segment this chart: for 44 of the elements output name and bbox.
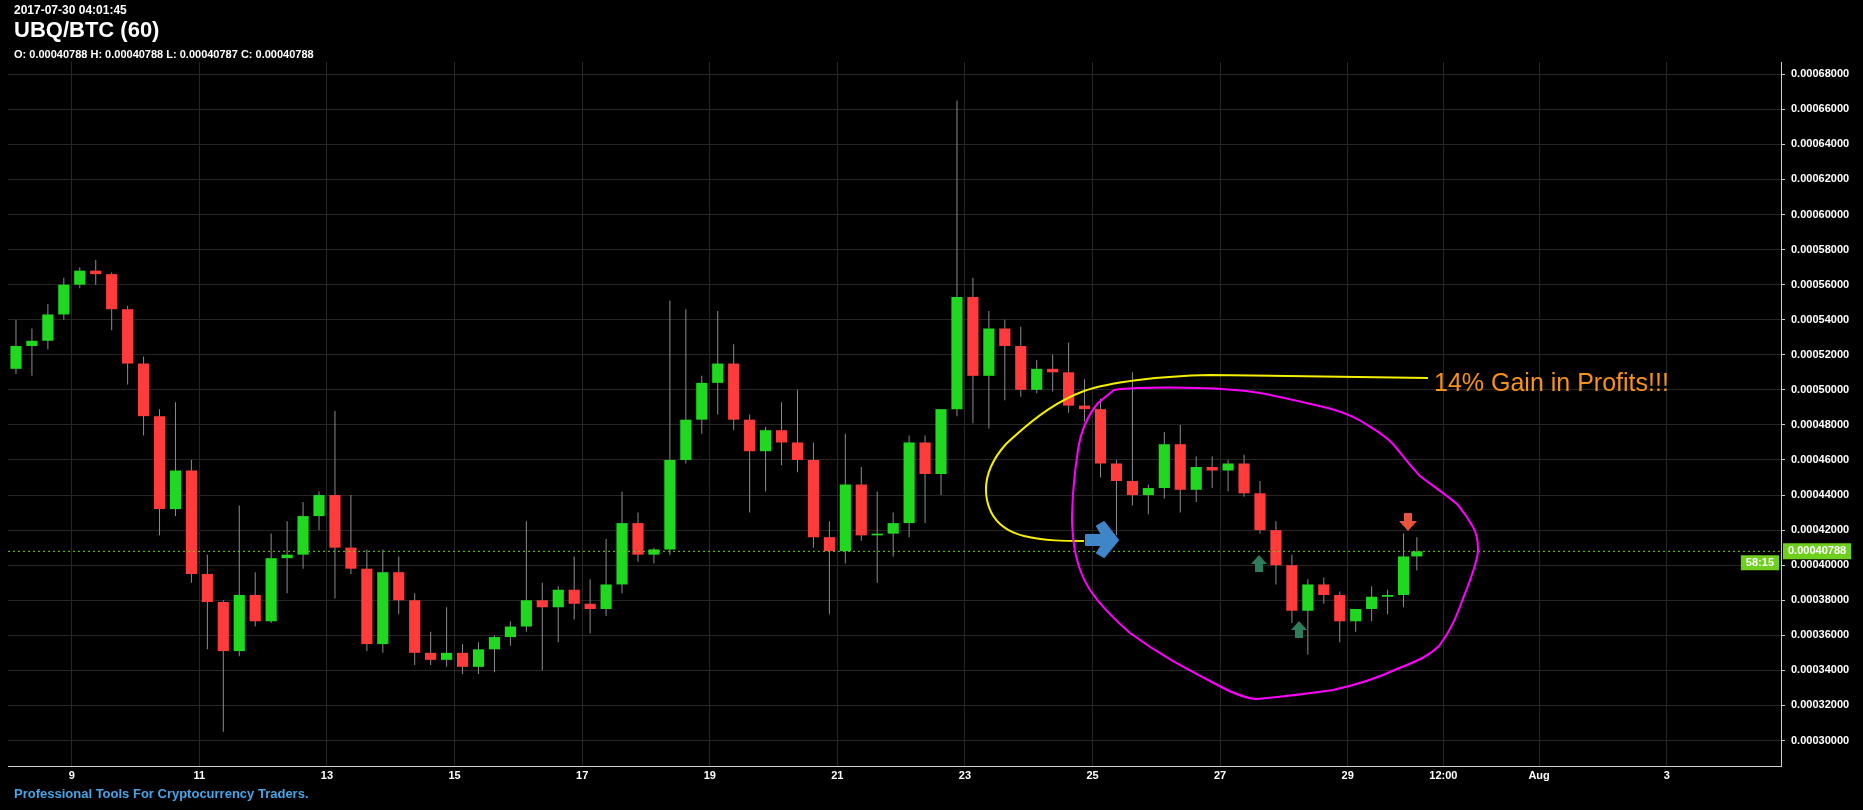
candlestick bbox=[584, 579, 596, 634]
x-tick-label: 13 bbox=[320, 769, 334, 782]
y-tick-label: 0.00048000 bbox=[1791, 417, 1850, 430]
annotation: 14% Gain in Profits!!! bbox=[1434, 368, 1669, 397]
x-tick-label: 23 bbox=[958, 769, 972, 782]
y-tick-label: 0.00050000 bbox=[1791, 382, 1850, 395]
y-tick-label: 0.00064000 bbox=[1791, 137, 1850, 150]
x-tick-label: 21 bbox=[831, 769, 844, 782]
x-tick-label: 19 bbox=[703, 769, 716, 782]
x-tick-label: 17 bbox=[576, 769, 589, 782]
y-tick-label: 0.00038000 bbox=[1791, 593, 1850, 606]
x-tick-label: Aug bbox=[1528, 769, 1550, 782]
y-tick-label: 0.00040000 bbox=[1791, 558, 1850, 571]
y-tick-label: 0.00054000 bbox=[1791, 312, 1850, 325]
x-tick-label: 29 bbox=[1341, 769, 1354, 782]
y-tick-label: 0.00066000 bbox=[1791, 102, 1850, 115]
chart-title: UBQ/BTC (60) bbox=[14, 17, 160, 43]
x-tick-label: 12:00 bbox=[1429, 769, 1458, 782]
y-tick-label: 0.00058000 bbox=[1791, 242, 1850, 255]
y-tick-label: 0.00042000 bbox=[1791, 523, 1850, 536]
candlestick bbox=[536, 582, 548, 671]
y-tick-label: 0.00062000 bbox=[1791, 172, 1850, 185]
y-tick-label: 0.00052000 bbox=[1791, 347, 1850, 360]
y-tick-label: 0.00036000 bbox=[1791, 628, 1850, 641]
x-tick-label: 27 bbox=[1214, 769, 1227, 782]
y-tick-label: 0.00034000 bbox=[1791, 663, 1850, 676]
text: O: 0.00040788 H: 0.00040788 L: 0.00040787 C: 0.00040788 bbox=[14, 48, 314, 60]
y-tick-label: 0.00060000 bbox=[1791, 207, 1850, 220]
y-tick-label: 0.00030000 bbox=[1791, 733, 1850, 746]
x-tick-label: 25 bbox=[1086, 769, 1099, 782]
y-tick-label: 0.00032000 bbox=[1791, 698, 1850, 711]
text: Professional Tools For Cryptocurrency Traders. bbox=[14, 786, 309, 801]
x-tick-label: 15 bbox=[448, 769, 461, 782]
y-tick-label: 0.00046000 bbox=[1791, 453, 1850, 466]
chart-subtitle: 2017-07-30 04:01:45 bbox=[14, 3, 127, 17]
y-tick-label: 0.00044000 bbox=[1791, 488, 1850, 501]
annotation: 58:15 bbox=[1745, 556, 1775, 569]
candlestick bbox=[26, 328, 38, 376]
x-tick-label: 11 bbox=[193, 769, 206, 782]
y-tick-label: 0.00068000 bbox=[1791, 67, 1850, 80]
y-tick-label: 0.00056000 bbox=[1791, 277, 1850, 290]
ref-line-label: 0.00040788 bbox=[1788, 544, 1847, 557]
x-tick-label: 9 bbox=[68, 769, 75, 782]
x-tick-label: 3 bbox=[1663, 769, 1670, 782]
